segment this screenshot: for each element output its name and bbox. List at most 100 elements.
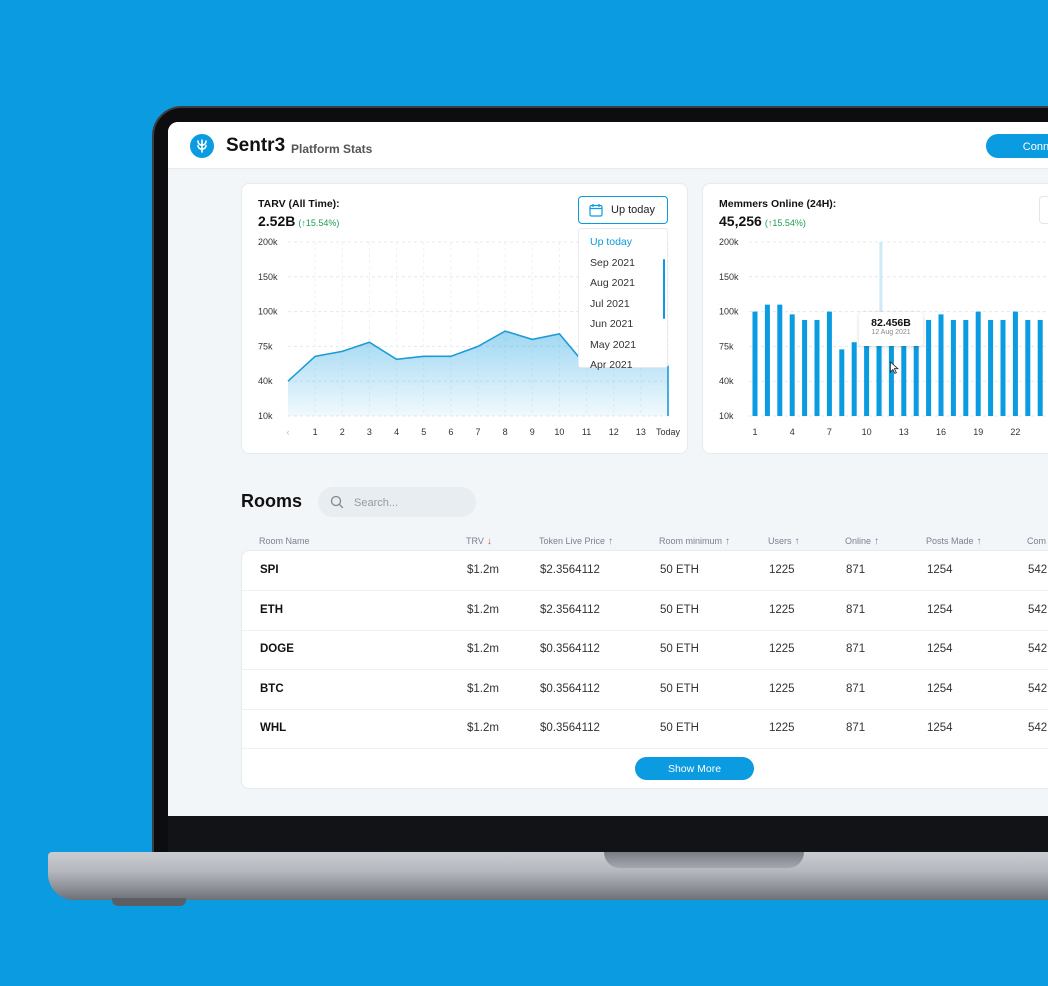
bar[interactable] xyxy=(1012,311,1018,416)
tarv-delta: (↑15.54%) xyxy=(298,218,340,228)
table-cell: 542 xyxy=(1028,643,1048,655)
bar[interactable] xyxy=(839,349,845,416)
sort-asc-icon[interactable]: ↑ xyxy=(874,536,880,547)
table-row[interactable]: DOGE $1.2m $0.3564112 50 ETH 1225 871 1254 542 xyxy=(242,630,1048,670)
members-title: Memmers Online (24H): xyxy=(719,198,837,210)
column-header[interactable]: Posts Made ↑ xyxy=(926,536,982,547)
x-tick-label: 1 xyxy=(313,427,318,437)
show-more-button[interactable]: Show More xyxy=(635,757,754,780)
y-tick-label: 10k xyxy=(719,411,734,421)
sort-asc-icon[interactable]: ↑ xyxy=(976,536,982,547)
table-cell: 871 xyxy=(846,643,866,655)
sort-asc-icon[interactable]: ↑ xyxy=(608,536,614,547)
column-header-label: Room Name xyxy=(259,536,310,546)
search-input[interactable] xyxy=(352,493,466,513)
bar[interactable] xyxy=(789,314,795,416)
rooms-table-body: SPI $1.2m $2.3564112 50 ETH 1225 871 1254 542 ET… xyxy=(241,550,1048,789)
room-name-cell: SPI xyxy=(260,564,279,576)
tarv-value: 2.52B (↑15.54%) xyxy=(258,213,339,229)
tarv-card: TARV (All Time): 2.52B (↑15.54%) 200k 150k… xyxy=(241,183,688,454)
bar[interactable] xyxy=(950,319,956,416)
members-value: 45,256 (↑15.54%) xyxy=(719,213,806,229)
table-cell: $2.3564112 xyxy=(540,564,600,576)
table-cell: 871 xyxy=(846,682,866,695)
table-row[interactable]: WHL $1.2m $0.3564112 50 ETH 1225 871 1254 542 xyxy=(242,709,1048,749)
sort-asc-icon[interactable]: ↑ xyxy=(794,536,800,547)
dropdown-option[interactable]: Apr 2021 xyxy=(590,359,633,371)
dropdown-option[interactable]: Jul 2021 xyxy=(590,297,630,310)
connect-wallet-button[interactable]: Connect W xyxy=(986,134,1048,158)
sentr3-logo-icon[interactable] xyxy=(190,134,214,158)
bar[interactable] xyxy=(851,342,857,416)
x-tick-label: 9 xyxy=(530,427,535,437)
rooms-heading: Rooms xyxy=(241,491,303,511)
bar[interactable] xyxy=(888,333,894,416)
x-tick-label: 19 xyxy=(973,427,983,437)
table-row[interactable]: BTC $1.2m $0.3564112 50 ETH 1225 871 1254 542 xyxy=(242,670,1048,710)
table-cell: 1254 xyxy=(927,564,953,576)
x-tick-label: 2 xyxy=(340,427,345,437)
room-name-cell: BTC xyxy=(260,682,284,695)
bar[interactable] xyxy=(802,319,808,416)
column-header[interactable]: Token Live Price ↑ xyxy=(539,536,613,547)
x-tick-label: 6 xyxy=(448,427,453,437)
table-cell: 1225 xyxy=(769,643,795,655)
date-range-button[interactable]: Up today xyxy=(578,196,668,224)
column-header[interactable]: Room Name xyxy=(259,536,310,546)
dropdown-option[interactable]: Jun 2021 xyxy=(590,318,634,330)
column-header[interactable]: Users ↑ xyxy=(768,536,800,547)
table-cell: $1.2m xyxy=(467,682,499,695)
column-header[interactable]: Online ↑ xyxy=(845,536,879,547)
table-cell: 50 ETH xyxy=(660,722,699,734)
dropdown-option[interactable]: Aug 2021 xyxy=(590,277,635,289)
x-tick-label: 12 xyxy=(609,427,619,437)
column-header[interactable]: Room minimum ↑ xyxy=(659,536,730,547)
table-cell: 1254 xyxy=(927,643,953,655)
bar[interactable] xyxy=(777,304,783,416)
pointer-cursor-icon xyxy=(890,361,899,375)
search-box[interactable] xyxy=(318,487,476,517)
bar[interactable] xyxy=(764,304,770,416)
x-tick-label: 10 xyxy=(554,427,564,437)
brand-name: Sentr3 xyxy=(226,135,286,156)
table-row[interactable]: SPI $1.2m $2.3564112 50 ETH 1225 871 1254 542 xyxy=(242,551,1048,591)
bar[interactable] xyxy=(864,333,870,416)
members-date-button[interactable] xyxy=(1039,196,1048,224)
room-name-cell: WHL xyxy=(260,722,287,734)
bar[interactable] xyxy=(963,319,969,416)
calendar-icon xyxy=(589,204,603,217)
column-header[interactable]: TRV ↓ xyxy=(466,536,492,547)
x-tick-label: 10 xyxy=(862,427,872,437)
column-header[interactable]: Com xyxy=(1027,536,1046,546)
dropdown-scrollbar[interactable] xyxy=(663,259,665,319)
sort-desc-icon[interactable]: ↓ xyxy=(486,536,492,547)
bar[interactable] xyxy=(1025,319,1031,416)
x-tick-label: 13 xyxy=(636,427,646,437)
dropdown-option[interactable]: Sep 2021 xyxy=(590,256,635,269)
bar[interactable] xyxy=(988,319,994,416)
table-cell: 1225 xyxy=(769,564,795,576)
table-row[interactable]: ETH $1.2m $2.3564112 50 ETH 1225 871 1254 542 xyxy=(242,591,1048,631)
bar[interactable] xyxy=(926,319,932,416)
table-cell: 1254 xyxy=(927,603,953,616)
y-tick-label: 100k xyxy=(258,307,278,317)
bar[interactable] xyxy=(752,311,758,416)
dropdown-option[interactable]: May 2021 xyxy=(590,338,637,351)
bar[interactable] xyxy=(901,331,907,416)
bar[interactable] xyxy=(814,319,820,416)
bar[interactable] xyxy=(826,311,832,416)
x-tick-label: 7 xyxy=(827,427,832,437)
table-cell: 542 xyxy=(1028,603,1048,616)
bar[interactable] xyxy=(913,322,919,416)
sort-asc-icon[interactable]: ↑ xyxy=(725,536,731,547)
bar[interactable] xyxy=(938,314,944,416)
bar[interactable] xyxy=(876,336,882,416)
x-tick-label: 8 xyxy=(503,427,508,437)
bar[interactable] xyxy=(1037,319,1043,416)
x-tick-label: 5 xyxy=(421,427,426,437)
bar[interactable] xyxy=(1000,319,1006,416)
dropdown-option[interactable]: Up today xyxy=(590,236,633,248)
table-cell: 1254 xyxy=(927,722,953,734)
bar[interactable] xyxy=(975,311,981,416)
